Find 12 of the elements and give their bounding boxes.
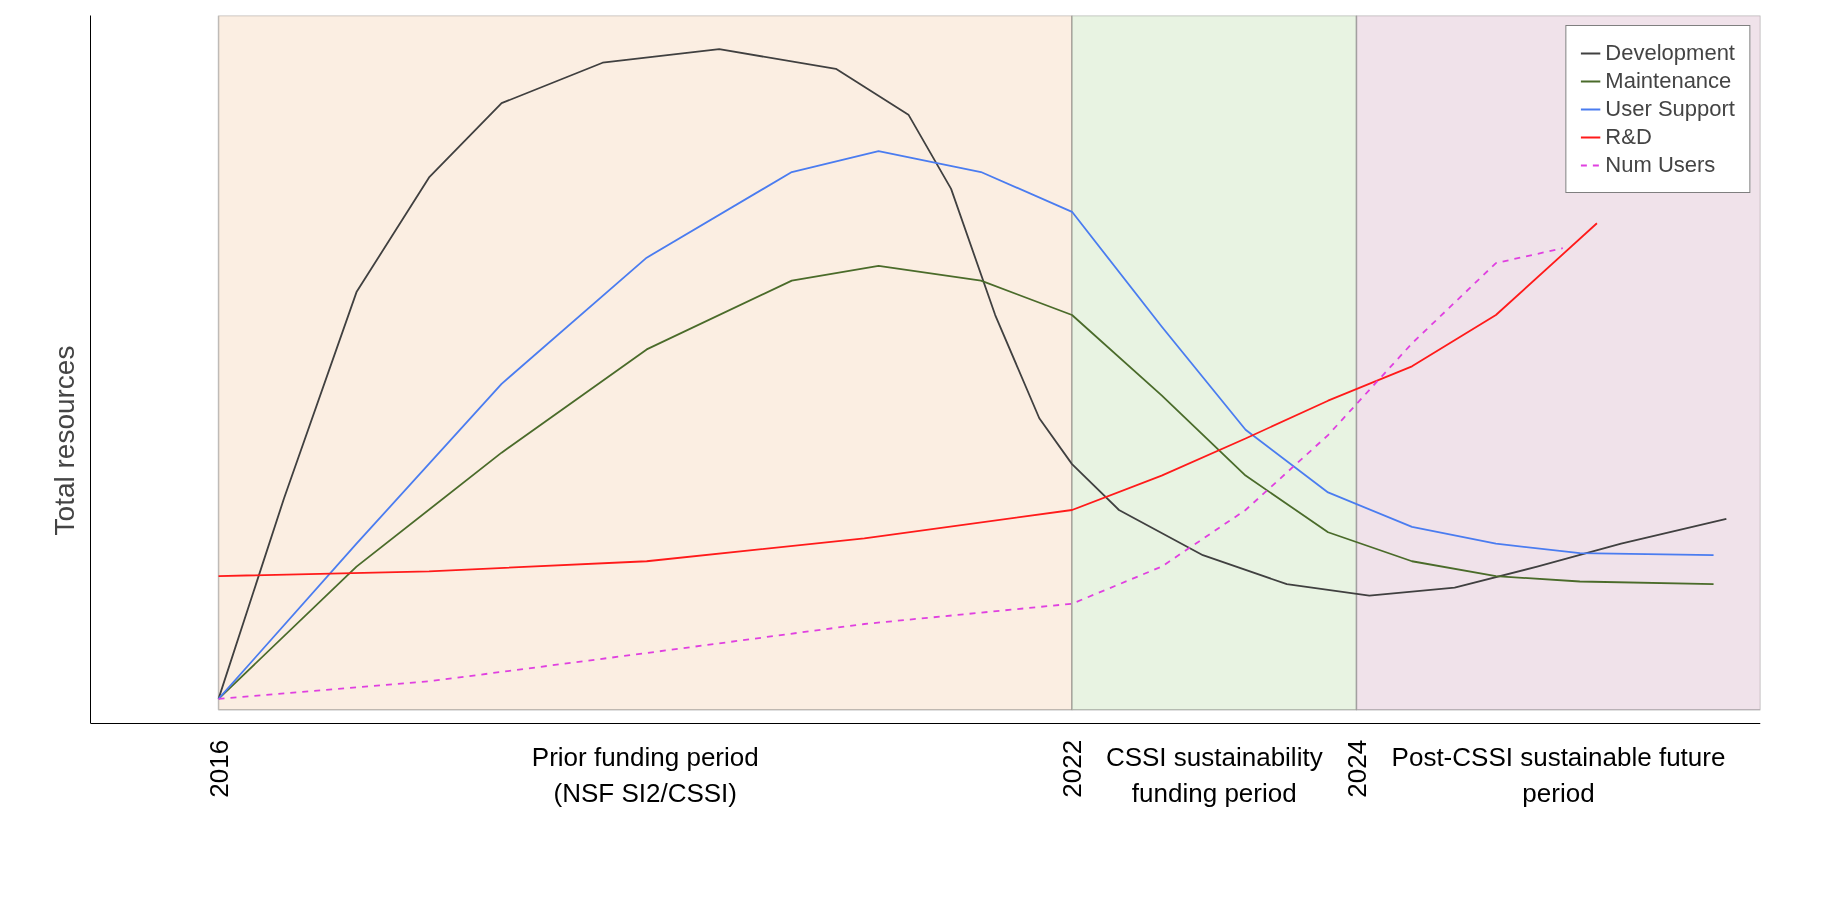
x-tick-label: 2024: [1341, 739, 1372, 798]
legend-label: Maintenance: [1605, 68, 1732, 94]
x-tick-label: 2022: [1057, 739, 1088, 798]
x-tick-label: 2016: [203, 739, 234, 798]
band-label: CSSI sustainability funding period: [1105, 741, 1323, 808]
legend-label: Num Users: [1605, 152, 1716, 178]
y-axis-title: Total resources: [48, 345, 80, 536]
band-label: Post-CSSI sustainable future period: [1391, 741, 1726, 808]
band-label: Prior funding period (NSF SI2/CSSI): [531, 741, 759, 808]
legend-label: R&D: [1605, 124, 1652, 150]
legend-label: Development: [1605, 40, 1735, 66]
legend-label: User Support: [1605, 96, 1735, 122]
